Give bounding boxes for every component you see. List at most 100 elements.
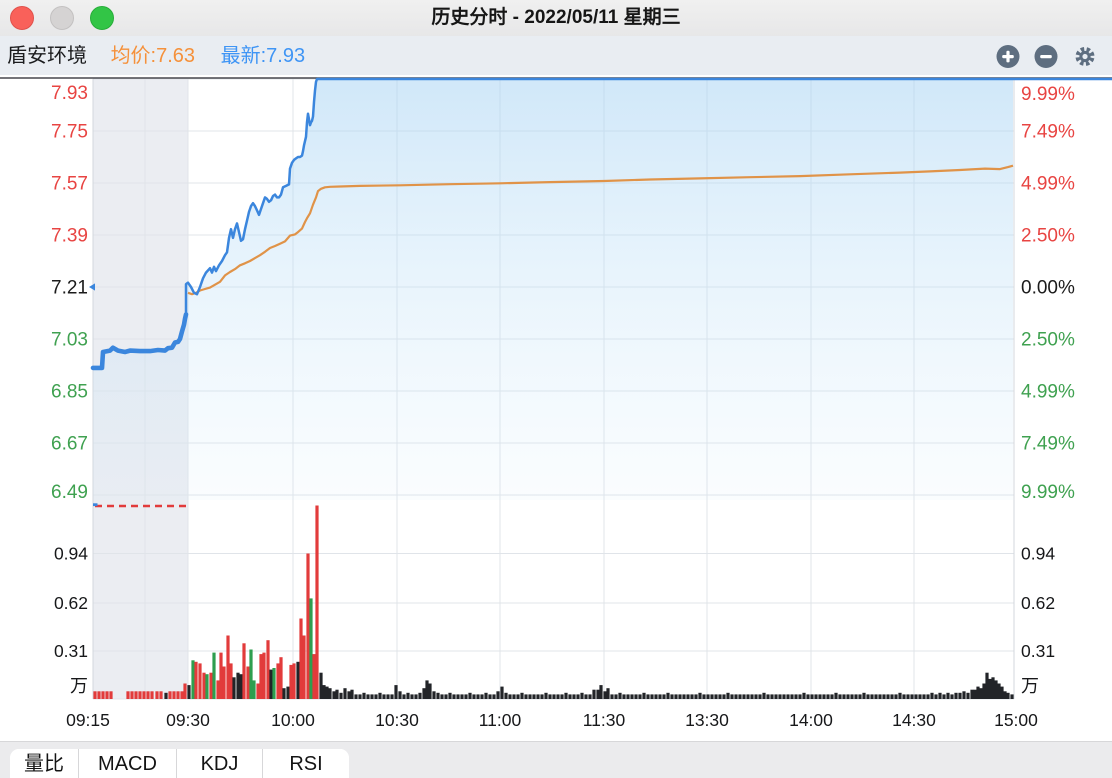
volume-bar — [568, 694, 572, 699]
price-area-fill — [93, 79, 1013, 500]
maximize-window-button[interactable] — [90, 6, 114, 30]
volume-bar — [997, 683, 1001, 699]
volume-bar — [942, 694, 946, 699]
volume-bar — [286, 686, 290, 699]
auction-marker — [93, 503, 98, 507]
volume-bar — [576, 694, 580, 699]
volume-axis-label: 0.94 — [1021, 543, 1055, 563]
price-axis-label: 7.93 — [51, 83, 88, 104]
volume-bar — [778, 694, 782, 699]
volume-bar — [642, 692, 646, 699]
volume-bar — [168, 691, 172, 699]
volume-bar — [794, 694, 798, 699]
price-axis-label: 7.75 — [51, 122, 88, 143]
volume-bar — [183, 683, 187, 699]
percent-axis-label: 9.99% — [1021, 84, 1075, 105]
volume-bar — [782, 694, 786, 699]
tab-volume-ratio[interactable]: 量比 — [10, 749, 78, 778]
volume-bar — [312, 654, 316, 699]
volume-bar — [970, 689, 974, 699]
volume-axis-label: 0.31 — [54, 641, 88, 661]
volume-bar — [205, 674, 209, 699]
volume-bar — [378, 692, 382, 699]
volume-bar — [249, 649, 253, 699]
volume-bar — [159, 691, 163, 699]
volume-bar — [398, 691, 402, 699]
volume-bar — [436, 692, 440, 699]
volume-bar — [938, 692, 942, 699]
volume-bar — [488, 694, 492, 699]
volume-bar — [658, 694, 662, 699]
volume-bar — [282, 688, 286, 699]
volume-bar — [973, 689, 977, 699]
volume-bar — [556, 694, 560, 699]
price-axis-label: 7.57 — [51, 174, 88, 195]
volume-bar — [444, 694, 448, 699]
percent-axis-label: 0.00% — [1021, 278, 1075, 299]
volume-bar — [219, 652, 223, 699]
volume-bar — [306, 553, 310, 699]
volume-bar — [670, 694, 674, 699]
volume-bar — [448, 692, 452, 699]
volume-bar — [262, 652, 266, 699]
volume-bar — [146, 691, 150, 699]
volume-bar — [209, 672, 213, 699]
volume-bar — [834, 692, 838, 699]
volume-axis-label: 0.31 — [1021, 641, 1055, 661]
tab-kdj[interactable]: KDJ — [176, 749, 262, 778]
volume-bar — [354, 694, 358, 699]
volume-bar — [718, 694, 722, 699]
volume-unit-label: 万 — [70, 676, 88, 696]
volume-bar — [790, 694, 794, 699]
tab-macd[interactable]: MACD — [78, 749, 176, 778]
volume-bar — [770, 694, 774, 699]
volume-bar — [414, 694, 418, 699]
volume-bar — [109, 691, 113, 699]
price-axis-label: 7.03 — [51, 330, 88, 351]
volume-bar — [842, 694, 846, 699]
volume-bar — [242, 643, 246, 699]
chart-canvas[interactable]: 7.93 7.75 7.57 7.39 7.21 7.03 6.85 6.67 6.49 9.99… — [0, 75, 1112, 741]
volume-bar — [212, 652, 216, 699]
price-line — [184, 77, 1112, 315]
close-window-button[interactable] — [10, 6, 34, 30]
volume-bar — [866, 694, 870, 699]
volume-bar — [130, 691, 134, 699]
volume-bar — [440, 694, 444, 699]
volume-bar — [394, 685, 398, 699]
latest-price-label: 最新:7.93 — [220, 45, 306, 67]
volume-bar — [870, 694, 874, 699]
volume-bar — [496, 691, 500, 699]
zoom-in-icon[interactable] — [996, 45, 1020, 68]
volume-bar — [276, 663, 280, 699]
volume-bar — [846, 694, 850, 699]
volume-bar — [730, 694, 734, 699]
volume-bar — [180, 691, 184, 699]
volume-bar — [524, 694, 528, 699]
volume-bar — [802, 692, 806, 699]
volume-bar — [322, 685, 326, 699]
settings-gear-icon[interactable] — [1075, 47, 1095, 67]
volume-bar — [97, 691, 101, 699]
volume-bar — [894, 694, 898, 699]
zoom-out-icon[interactable] — [1034, 45, 1058, 68]
volume-bar — [202, 672, 206, 699]
volume-bar — [289, 664, 293, 699]
volume-bar — [456, 694, 460, 699]
volume-bar — [476, 694, 480, 699]
volume-bar — [520, 692, 524, 699]
volume-bar — [358, 694, 362, 699]
volume-bar — [810, 694, 814, 699]
volume-bar — [838, 694, 842, 699]
volume-bar — [746, 694, 750, 699]
volume-bar — [452, 694, 456, 699]
intraday-chart[interactable]: 7.93 7.75 7.57 7.39 7.21 7.03 6.85 6.67 6.49 9.99… — [0, 75, 1112, 741]
volume-bar — [822, 694, 826, 699]
volume-bar — [325, 686, 329, 699]
tab-rsi[interactable]: RSI — [262, 749, 349, 778]
time-axis-label: 09:15 — [66, 710, 110, 730]
minimize-window-button[interactable] — [50, 6, 74, 30]
volume-bar — [246, 666, 250, 699]
volume-bar — [504, 692, 508, 699]
